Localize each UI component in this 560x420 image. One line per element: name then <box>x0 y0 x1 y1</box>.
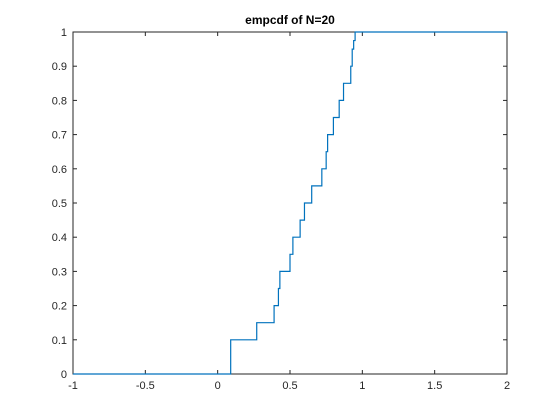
chart-title: empcdf of N=20 <box>245 13 335 27</box>
x-tick-label: 1 <box>359 380 365 392</box>
y-tick-label: 0.6 <box>52 164 67 176</box>
y-tick-label: 1 <box>61 27 67 39</box>
y-tick-label: 0.9 <box>52 61 67 73</box>
x-tick-label: -0.5 <box>136 380 155 392</box>
axis-ticks <box>72 31 508 375</box>
y-tick-label: 0.7 <box>52 130 67 142</box>
y-tick-label: 0 <box>61 369 67 381</box>
x-tick-label: 0.5 <box>282 380 297 392</box>
y-tick-label: 0.8 <box>52 95 67 107</box>
x-tick-label: 0 <box>215 380 221 392</box>
x-tick-labels: -1 -0.5 0 0.5 1 1.5 2 <box>68 380 510 392</box>
x-tick-label: -1 <box>68 380 78 392</box>
x-tick-label: 2 <box>504 380 510 392</box>
y-tick-labels: 0 0.1 0.2 0.3 0.4 0.5 0.6 0.7 0.8 0.9 1 <box>52 27 67 381</box>
y-tick-label: 0.2 <box>52 301 67 313</box>
cdf-series-line <box>73 31 507 375</box>
y-tick-label: 0.4 <box>52 232 67 244</box>
y-tick-label: 0.1 <box>52 335 67 347</box>
y-tick-label: 0.5 <box>52 198 67 210</box>
plot-area <box>72 31 508 375</box>
x-tick-label: 1.5 <box>427 380 442 392</box>
y-tick-label: 0.3 <box>52 266 67 278</box>
